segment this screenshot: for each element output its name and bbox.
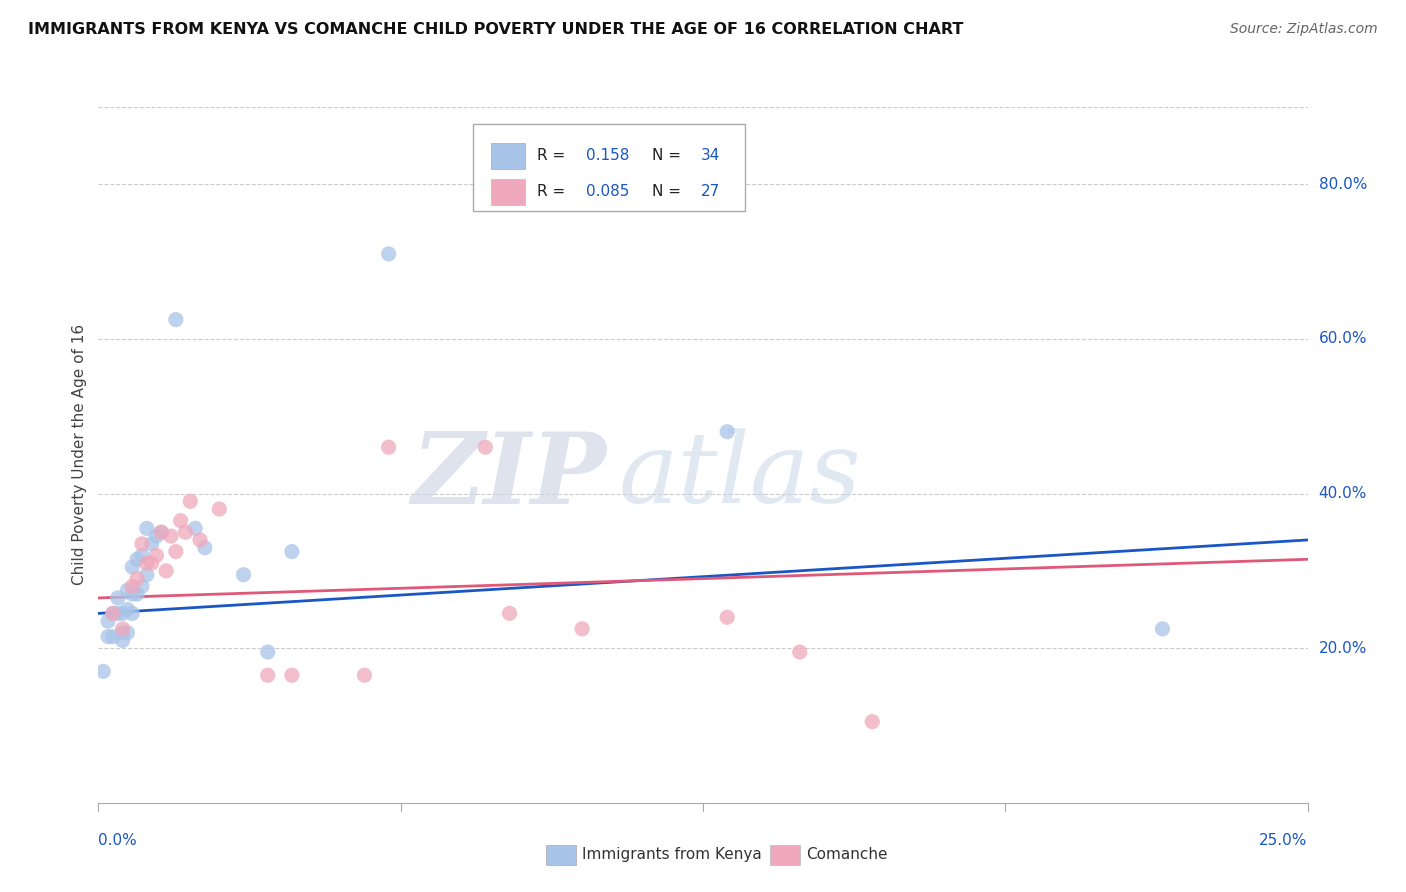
Text: 0.0%: 0.0% [98, 833, 138, 848]
Point [107, 591, 129, 605]
Point [135, 521, 157, 535]
Text: 27: 27 [700, 185, 720, 200]
Point [165, 312, 187, 326]
Text: atlas: atlas [619, 428, 860, 524]
Point [111, 625, 134, 640]
Point [165, 544, 187, 558]
Point [860, 714, 883, 729]
Point [131, 549, 153, 563]
Point [256, 645, 278, 659]
Point [145, 529, 167, 543]
Point [117, 583, 139, 598]
Point [111, 607, 134, 621]
Text: 25.0%: 25.0% [1260, 833, 1308, 848]
Point [101, 607, 124, 621]
Text: 80.0%: 80.0% [1319, 177, 1367, 192]
Point [571, 622, 593, 636]
Point [377, 247, 399, 261]
Text: N =: N = [652, 148, 686, 163]
Text: 34: 34 [700, 148, 720, 163]
Point [127, 587, 149, 601]
Text: IMMIGRANTS FROM KENYA VS COMANCHE CHILD POVERTY UNDER THE AGE OF 16 CORRELATION : IMMIGRANTS FROM KENYA VS COMANCHE CHILD … [28, 22, 963, 37]
Point [179, 494, 201, 508]
Point [107, 607, 129, 621]
Point [121, 560, 143, 574]
Point [141, 556, 163, 570]
Point [91, 665, 114, 679]
Point [145, 549, 167, 563]
Point [281, 668, 304, 682]
Point [111, 622, 134, 636]
Text: 0.085: 0.085 [586, 185, 628, 200]
Point [716, 425, 738, 439]
Point [97, 614, 120, 628]
Point [135, 567, 157, 582]
Text: Immigrants from Kenya: Immigrants from Kenya [582, 847, 762, 863]
Point [155, 564, 177, 578]
FancyBboxPatch shape [769, 845, 800, 865]
Text: 0.158: 0.158 [586, 148, 628, 163]
Point [101, 607, 124, 621]
Point [121, 587, 143, 601]
Point [160, 529, 183, 543]
Point [101, 630, 124, 644]
Text: ZIP: ZIP [412, 427, 606, 524]
Text: 40.0%: 40.0% [1319, 486, 1367, 501]
Point [353, 668, 375, 682]
Point [169, 514, 191, 528]
FancyBboxPatch shape [492, 178, 526, 205]
Point [194, 541, 217, 555]
Point [150, 525, 173, 540]
Text: Source: ZipAtlas.com: Source: ZipAtlas.com [1230, 22, 1378, 37]
Point [188, 533, 211, 547]
Text: Comanche: Comanche [806, 847, 887, 863]
Point [117, 625, 139, 640]
Point [127, 572, 149, 586]
Text: R =: R = [537, 148, 571, 163]
Point [208, 502, 231, 516]
FancyBboxPatch shape [492, 143, 526, 169]
Point [232, 567, 254, 582]
Point [117, 602, 139, 616]
Text: R =: R = [537, 185, 571, 200]
Point [135, 556, 157, 570]
Text: 20.0%: 20.0% [1319, 640, 1367, 656]
Point [141, 537, 163, 551]
Point [150, 525, 173, 540]
Y-axis label: Child Poverty Under the Age of 16: Child Poverty Under the Age of 16 [72, 325, 87, 585]
FancyBboxPatch shape [546, 845, 576, 865]
Point [789, 645, 811, 659]
Point [1152, 622, 1174, 636]
Point [474, 440, 496, 454]
Point [131, 537, 153, 551]
Point [174, 525, 197, 540]
Point [716, 610, 738, 624]
Point [377, 440, 399, 454]
Point [111, 633, 134, 648]
Point [498, 607, 520, 621]
FancyBboxPatch shape [474, 124, 745, 211]
Point [121, 607, 143, 621]
Text: 60.0%: 60.0% [1319, 332, 1367, 346]
Text: N =: N = [652, 185, 686, 200]
Point [131, 579, 153, 593]
Point [256, 668, 278, 682]
Point [97, 630, 120, 644]
Point [281, 544, 304, 558]
Point [127, 552, 149, 566]
Point [121, 579, 143, 593]
Point [184, 521, 207, 535]
